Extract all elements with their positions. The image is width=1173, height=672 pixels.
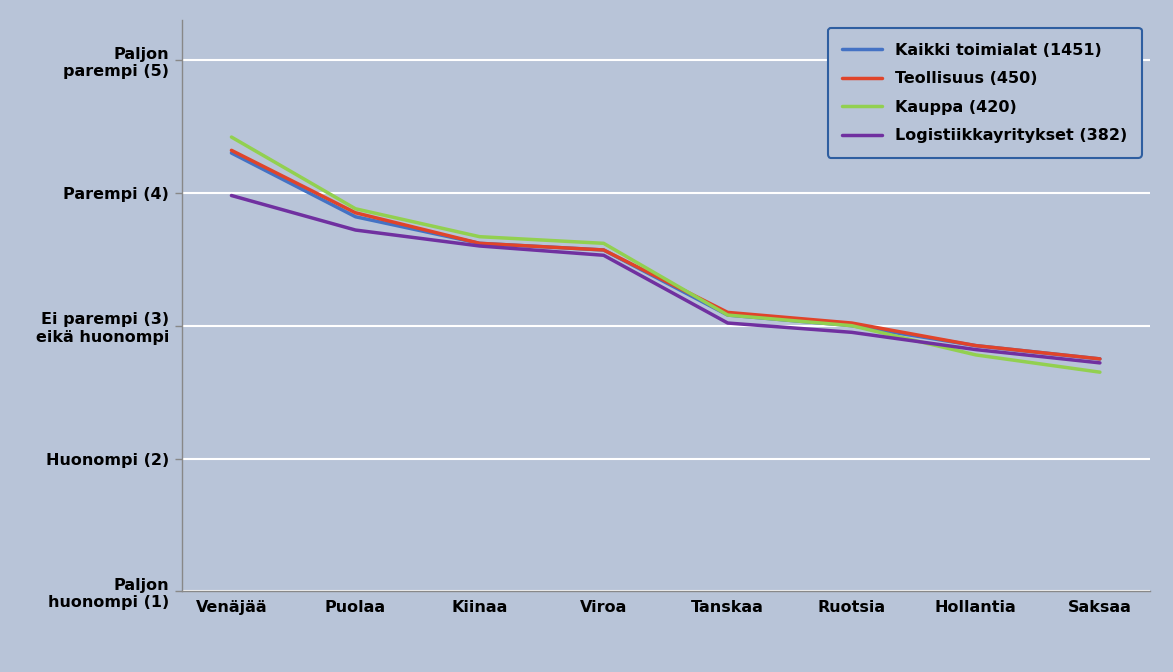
Kauppa (420) [1093,368,1107,376]
Kauppa (420) [845,322,859,330]
Legend: Kaikki toimialat (1451), Teollisuus (450), Kauppa (420), Logistiikkayritykset (3: Kaikki toimialat (1451), Teollisuus (450… [828,28,1141,158]
Teollisuus (450) [348,209,362,217]
Logistiikkayritykset (382) [348,226,362,234]
Line: Teollisuus (450): Teollisuus (450) [231,151,1100,359]
Logistiikkayritykset (382) [720,319,734,327]
Logistiikkayritykset (382) [597,251,611,259]
Logistiikkayritykset (382) [473,242,487,250]
Kauppa (420) [224,133,238,141]
Teollisuus (450) [1093,355,1107,363]
Teollisuus (450) [473,239,487,247]
Kaikki toimialat (1451) [224,149,238,157]
Logistiikkayritykset (382) [845,329,859,337]
Logistiikkayritykset (382) [1093,359,1107,367]
Teollisuus (450) [969,341,983,349]
Kaikki toimialat (1451) [597,246,611,254]
Teollisuus (450) [224,146,238,155]
Kauppa (420) [348,205,362,213]
Kaikki toimialat (1451) [845,322,859,330]
Logistiikkayritykset (382) [969,345,983,353]
Kauppa (420) [969,351,983,359]
Line: Kaikki toimialat (1451): Kaikki toimialat (1451) [231,153,1100,359]
Kaikki toimialat (1451) [720,311,734,319]
Teollisuus (450) [845,319,859,327]
Kauppa (420) [597,239,611,247]
Kaikki toimialat (1451) [348,213,362,221]
Kauppa (420) [720,311,734,319]
Teollisuus (450) [720,308,734,317]
Kaikki toimialat (1451) [473,239,487,247]
Kaikki toimialat (1451) [969,341,983,349]
Kauppa (420) [473,233,487,241]
Kaikki toimialat (1451) [1093,355,1107,363]
Line: Kauppa (420): Kauppa (420) [231,137,1100,372]
Line: Logistiikkayritykset (382): Logistiikkayritykset (382) [231,196,1100,363]
Teollisuus (450) [597,246,611,254]
Logistiikkayritykset (382) [224,192,238,200]
